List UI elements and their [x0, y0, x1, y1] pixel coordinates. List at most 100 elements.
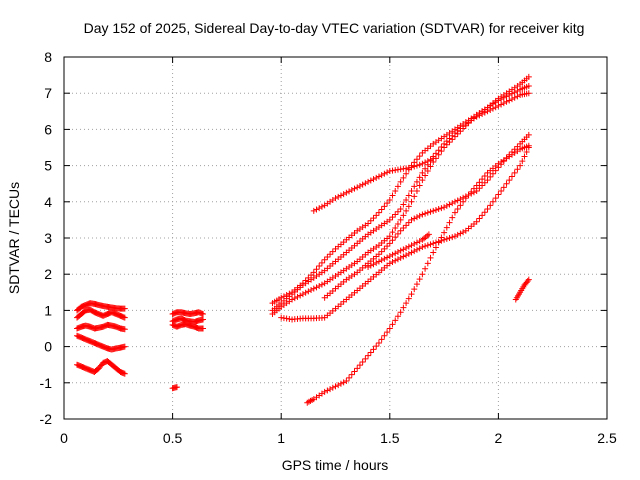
data-point [481, 173, 488, 180]
data-point [400, 225, 407, 232]
data-point [394, 256, 401, 263]
data-point [394, 230, 401, 237]
data-point [443, 235, 450, 242]
data-point [521, 153, 528, 160]
series-arc-o [321, 131, 532, 301]
series-arc-r [512, 276, 532, 303]
data-point [403, 170, 410, 177]
data-point [454, 130, 461, 137]
data-point [365, 352, 372, 359]
data-point [498, 101, 505, 108]
data-point [465, 192, 472, 199]
data-point [392, 187, 399, 194]
data-point [462, 195, 469, 202]
data-point [419, 177, 426, 184]
data-point [441, 229, 448, 236]
data-point [422, 243, 429, 250]
data-point [408, 249, 415, 256]
data-point [392, 317, 399, 324]
data-point [432, 206, 439, 213]
data-point [200, 325, 207, 332]
data-point [523, 149, 530, 156]
data-point [356, 182, 363, 189]
data-point [503, 180, 510, 187]
data-point [394, 183, 401, 190]
data-point [438, 234, 445, 241]
data-point [435, 239, 442, 246]
data-point [416, 153, 423, 160]
data-point [519, 158, 526, 165]
data-point [324, 387, 331, 394]
data-point [384, 169, 391, 176]
series-arc-n [278, 144, 532, 323]
data-point [430, 249, 437, 256]
data-point [506, 97, 513, 104]
data-point [305, 288, 312, 295]
data-point [511, 94, 518, 101]
data-point [346, 188, 353, 195]
data-point [337, 380, 344, 387]
data-point [121, 343, 128, 350]
data-point [291, 295, 298, 302]
data-point [397, 216, 404, 223]
data-point [506, 177, 513, 184]
data-point [289, 296, 296, 303]
data-point [457, 230, 464, 237]
data-point [313, 284, 320, 291]
data-point [375, 209, 382, 216]
data-point [525, 90, 532, 97]
y-tick-label: 2 [44, 266, 52, 282]
data-points [74, 73, 532, 406]
data-point [316, 282, 323, 289]
data-point [473, 182, 480, 189]
data-point [411, 183, 418, 190]
data-point [316, 205, 323, 212]
y-tick-label: 4 [44, 194, 52, 210]
data-point [473, 218, 480, 225]
data-point [492, 195, 499, 202]
data-point [525, 142, 532, 149]
x-tick-label: 0 [60, 430, 68, 446]
data-point [327, 386, 334, 393]
data-point [416, 182, 423, 189]
y-tick-label: 8 [44, 49, 52, 65]
data-point [427, 156, 434, 163]
data-point [405, 192, 412, 199]
data-point [470, 185, 477, 192]
data-point [351, 185, 358, 192]
data-point [302, 289, 309, 296]
data-point [495, 102, 502, 109]
data-point [500, 100, 507, 107]
data-point [392, 250, 399, 257]
data-point [375, 339, 382, 346]
data-point [443, 224, 450, 231]
data-point [389, 229, 396, 236]
data-point [365, 263, 372, 270]
data-point [200, 311, 207, 318]
data-point [386, 233, 393, 240]
data-point [451, 198, 458, 205]
data-point [411, 248, 418, 255]
data-point [375, 251, 382, 258]
data-point [424, 158, 431, 165]
data-point [356, 362, 363, 369]
data-point [384, 329, 391, 336]
data-point [424, 242, 431, 249]
data-point [479, 212, 486, 219]
data-point [411, 286, 418, 293]
data-point [346, 374, 353, 381]
data-point [384, 254, 391, 261]
data-point [335, 382, 342, 389]
data-point [413, 187, 420, 194]
data-point [416, 238, 423, 245]
series-arc-d [74, 332, 128, 353]
data-point [424, 168, 431, 175]
series-arc-g [169, 309, 207, 318]
data-point [337, 192, 344, 199]
data-point [408, 291, 415, 298]
data-point [392, 225, 399, 232]
data-point [419, 169, 426, 176]
data-point [405, 295, 412, 302]
data-point [514, 166, 521, 173]
